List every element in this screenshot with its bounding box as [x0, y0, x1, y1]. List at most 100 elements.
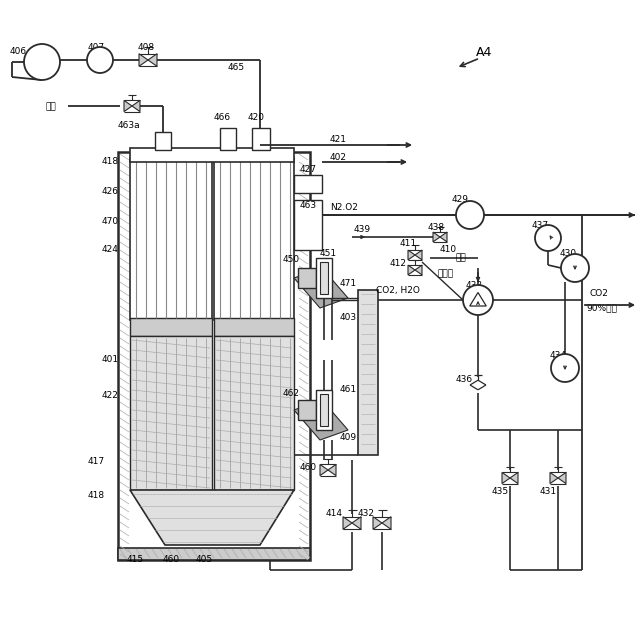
- Text: 463a: 463a: [118, 121, 141, 130]
- Polygon shape: [550, 472, 558, 483]
- Text: 424: 424: [102, 245, 119, 255]
- Text: M: M: [465, 210, 476, 220]
- Bar: [118, 152, 310, 560]
- Text: 410: 410: [440, 245, 457, 255]
- Polygon shape: [433, 232, 440, 242]
- Bar: [316, 390, 332, 430]
- Text: 420: 420: [248, 114, 265, 123]
- Text: M: M: [95, 55, 106, 65]
- Text: 429: 429: [452, 195, 469, 205]
- Text: 437: 437: [532, 221, 549, 231]
- Text: 403: 403: [340, 313, 357, 322]
- Polygon shape: [470, 293, 486, 306]
- Bar: [298, 268, 316, 288]
- Bar: [130, 318, 212, 336]
- Text: 燃料: 燃料: [456, 253, 467, 262]
- Text: 411: 411: [400, 240, 417, 248]
- Circle shape: [24, 44, 60, 80]
- Bar: [358, 290, 378, 455]
- Text: 414: 414: [326, 509, 343, 518]
- Text: 460: 460: [300, 463, 317, 473]
- Polygon shape: [502, 472, 510, 483]
- Text: 465: 465: [228, 63, 245, 73]
- Text: 471: 471: [340, 279, 357, 288]
- Text: 421: 421: [330, 135, 347, 145]
- Polygon shape: [343, 517, 352, 529]
- Text: 466: 466: [214, 114, 231, 123]
- Polygon shape: [139, 54, 148, 66]
- Polygon shape: [415, 250, 422, 260]
- Polygon shape: [440, 232, 447, 242]
- Bar: [214, 336, 294, 490]
- Polygon shape: [124, 100, 132, 112]
- Text: 417: 417: [88, 458, 105, 466]
- Bar: [214, 318, 294, 336]
- Circle shape: [87, 47, 113, 73]
- Circle shape: [456, 201, 484, 229]
- Text: A4: A4: [476, 46, 492, 59]
- Text: 430: 430: [560, 250, 577, 258]
- Text: 460: 460: [163, 556, 180, 564]
- Text: 418: 418: [102, 157, 119, 166]
- Text: 412: 412: [390, 260, 407, 269]
- Polygon shape: [373, 517, 382, 529]
- Polygon shape: [148, 54, 157, 66]
- Bar: [220, 128, 236, 150]
- Text: N2.O2: N2.O2: [330, 204, 358, 212]
- Bar: [298, 400, 316, 420]
- Text: 405: 405: [196, 556, 213, 564]
- Polygon shape: [132, 100, 140, 112]
- Text: 燃料: 燃料: [46, 102, 57, 111]
- Polygon shape: [352, 517, 361, 529]
- Text: 439: 439: [354, 226, 371, 234]
- Text: 433: 433: [466, 281, 483, 291]
- Text: 418: 418: [88, 492, 105, 501]
- Bar: [294, 175, 322, 193]
- Bar: [118, 548, 310, 560]
- Text: CO2: CO2: [590, 289, 609, 298]
- Text: 431: 431: [540, 487, 557, 497]
- Polygon shape: [510, 472, 518, 483]
- Text: 406: 406: [10, 47, 27, 56]
- Text: 409: 409: [340, 434, 357, 442]
- Text: 422: 422: [102, 391, 119, 399]
- Bar: [130, 158, 212, 320]
- Text: 402: 402: [330, 154, 347, 162]
- Text: 461: 461: [340, 386, 357, 394]
- Polygon shape: [130, 490, 294, 545]
- Bar: [214, 158, 294, 320]
- Circle shape: [561, 254, 589, 282]
- Circle shape: [535, 225, 561, 251]
- Text: 427: 427: [300, 166, 317, 174]
- Text: 401: 401: [102, 355, 119, 365]
- Text: 415: 415: [127, 556, 144, 564]
- Bar: [130, 336, 212, 490]
- Polygon shape: [558, 472, 566, 483]
- Polygon shape: [408, 250, 415, 260]
- Polygon shape: [320, 465, 328, 476]
- Text: 434: 434: [550, 351, 567, 360]
- Text: 407: 407: [88, 44, 105, 52]
- Bar: [155, 132, 171, 150]
- Circle shape: [463, 285, 493, 315]
- Text: CO2, H2O: CO2, H2O: [376, 286, 420, 295]
- Text: 470: 470: [102, 217, 119, 226]
- Text: 435: 435: [492, 487, 509, 497]
- Text: 426: 426: [102, 188, 119, 197]
- Bar: [316, 258, 332, 298]
- Polygon shape: [294, 268, 348, 308]
- Circle shape: [551, 354, 579, 382]
- Polygon shape: [382, 517, 391, 529]
- Text: 463: 463: [300, 200, 317, 209]
- Polygon shape: [328, 465, 336, 476]
- Text: 408: 408: [138, 44, 155, 52]
- Bar: [320, 394, 328, 426]
- Polygon shape: [415, 265, 422, 275]
- Text: 451: 451: [320, 250, 337, 258]
- Polygon shape: [294, 400, 348, 440]
- Text: 436: 436: [456, 375, 473, 384]
- Bar: [252, 128, 270, 150]
- Bar: [294, 200, 322, 250]
- Text: 438: 438: [428, 224, 445, 233]
- Bar: [130, 148, 294, 162]
